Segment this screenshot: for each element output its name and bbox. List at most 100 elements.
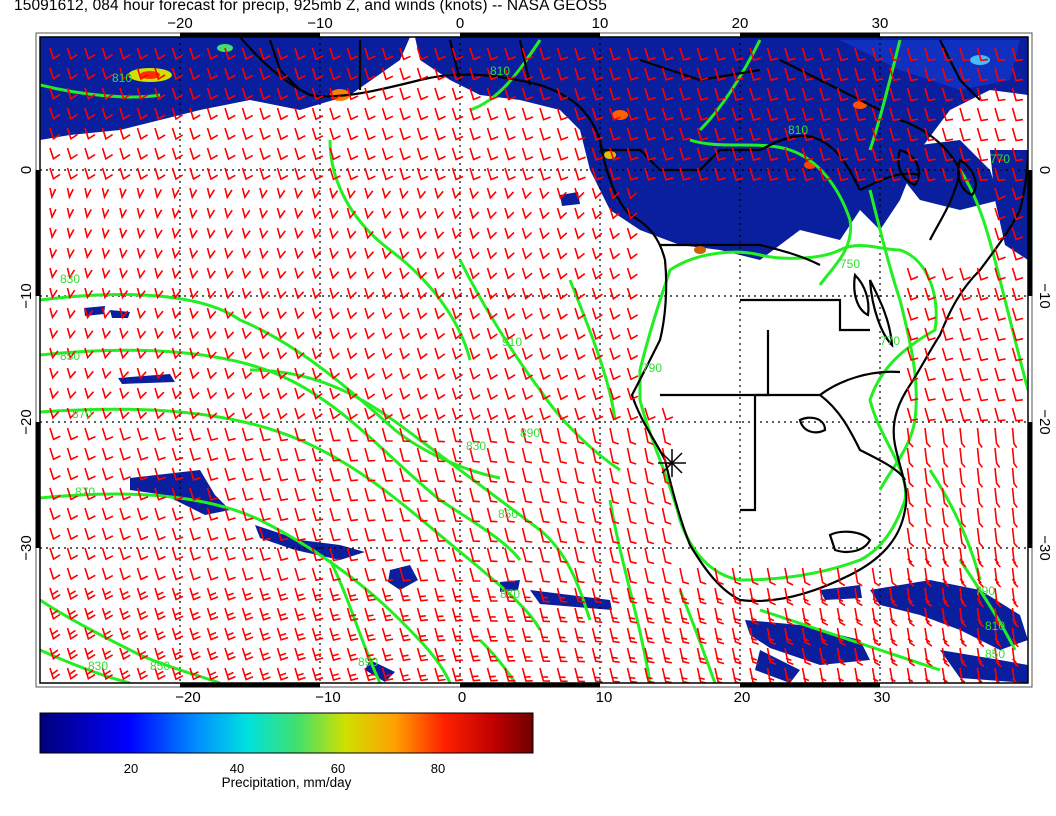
wind-barb-icon (206, 527, 219, 541)
wind-barb-icon (609, 667, 620, 683)
wind-barb-icon (84, 667, 96, 681)
wind-barb-icon (591, 587, 603, 604)
wind-barb-icon (66, 267, 76, 280)
wind-barb-icon (346, 47, 359, 61)
wind-barb-icon (154, 167, 166, 181)
wind-barb-icon (661, 527, 672, 545)
wind-barb-icon (976, 267, 989, 281)
wind-barb-icon (171, 227, 181, 240)
wind-barb-icon (959, 347, 971, 362)
wind-barb-icon (311, 187, 321, 200)
wind-barb-icon (871, 87, 884, 102)
lat-tick-label: −20 (1036, 409, 1053, 434)
wind-barb-icon (364, 587, 376, 602)
wind-barb-icon (49, 587, 61, 601)
wind-barb-icon (574, 607, 585, 623)
wind-barb-icon (591, 147, 604, 161)
wind-barb-icon (469, 367, 481, 381)
wind-barb-icon (399, 447, 411, 462)
wind-barb-icon (311, 387, 323, 400)
wind-barb-icon (661, 407, 674, 421)
wind-barb-icon (206, 627, 219, 641)
wind-barb-icon (276, 347, 288, 360)
wind-barb-icon (644, 607, 655, 624)
wind-barb-icon (189, 667, 201, 681)
wind-barb-icon (434, 107, 446, 121)
lat-tick-label: −30 (1036, 535, 1053, 560)
wind-barb-icon (154, 87, 166, 101)
wind-barb-icon (556, 127, 569, 141)
wind-barb-icon (959, 67, 971, 82)
wind-barb-icon (521, 627, 533, 642)
wind-barb-icon (976, 407, 988, 422)
wind-barb-icon (591, 667, 603, 683)
wind-barb-icon (609, 347, 621, 361)
wind-barb-icon (906, 267, 919, 281)
wind-barb-icon (364, 127, 376, 141)
wind-barb-icon (574, 227, 585, 240)
wind-barb-icon (871, 627, 881, 647)
wind-barb-icon (276, 147, 289, 161)
wind-barb-icon (66, 547, 79, 561)
wind-barb-icon (976, 327, 989, 342)
wind-barb-icon (854, 587, 863, 607)
wind-barb-icon (346, 247, 357, 260)
wind-barb-icon (661, 47, 674, 61)
wind-barb-icon (364, 227, 374, 240)
wind-barb-icon (941, 327, 954, 341)
wind-barb-icon (539, 567, 550, 583)
wind-barb-icon (381, 307, 393, 320)
wind-barb-icon (959, 627, 968, 648)
wind-barb-icon (171, 507, 184, 521)
wind-barb-icon (416, 427, 428, 443)
wind-barb-icon (84, 227, 93, 240)
wind-barb-icon (276, 227, 286, 240)
wind-barb-icon (731, 67, 744, 81)
wind-barb-icon (871, 647, 881, 667)
wind-barb-icon (101, 427, 114, 441)
wind-barb-icon (171, 487, 184, 501)
wind-barb-icon (504, 447, 515, 464)
wind-barb-icon (364, 307, 375, 320)
wind-barb-icon (556, 347, 569, 361)
wind-barb-icon (399, 247, 410, 260)
wind-barb-icon (539, 347, 551, 361)
wind-barb-icon (731, 647, 742, 665)
wind-barb-icon (591, 487, 602, 505)
wind-barb-icon (241, 347, 252, 360)
wind-barb-icon (49, 667, 61, 680)
wind-barb-icon (679, 607, 690, 625)
wind-barb-icon (294, 587, 306, 602)
wind-barb-icon (399, 127, 411, 141)
wind-barb-icon (1011, 67, 1024, 82)
wind-barb-icon (539, 527, 550, 544)
wind-barb-icon (906, 287, 919, 301)
wind-barb-icon (1011, 367, 1024, 382)
wind-barb-icon (189, 327, 199, 340)
wind-barb-icon (906, 327, 919, 341)
wind-barb-icon (329, 547, 341, 562)
wind-barb-icon (854, 47, 866, 62)
wind-barb-icon (224, 407, 235, 420)
wind-barb-icon (259, 287, 269, 300)
wind-barb-icon (731, 127, 744, 141)
wind-barb-icon (941, 147, 954, 162)
wind-barb-icon (451, 627, 463, 642)
wind-barb-icon (871, 587, 881, 607)
wind-barb-icon (189, 547, 201, 561)
wind-barb-icon (766, 47, 779, 62)
wind-barb-icon (889, 567, 898, 587)
wind-barb-icon (294, 307, 305, 320)
wind-barb-icon (136, 107, 149, 121)
wind-barb-icon (241, 87, 254, 101)
wind-barb-icon (224, 47, 236, 61)
contour-label: 850 (498, 507, 518, 521)
wind-barb-icon (906, 547, 915, 568)
wind-barb-icon (661, 87, 674, 101)
wind-barb-icon (329, 67, 341, 81)
wind-barb-icon (416, 327, 428, 340)
wind-barb-icon (626, 507, 637, 525)
wind-barb-icon (84, 527, 96, 541)
wind-barb-icon (311, 627, 324, 641)
wind-barb-icon (749, 567, 759, 586)
